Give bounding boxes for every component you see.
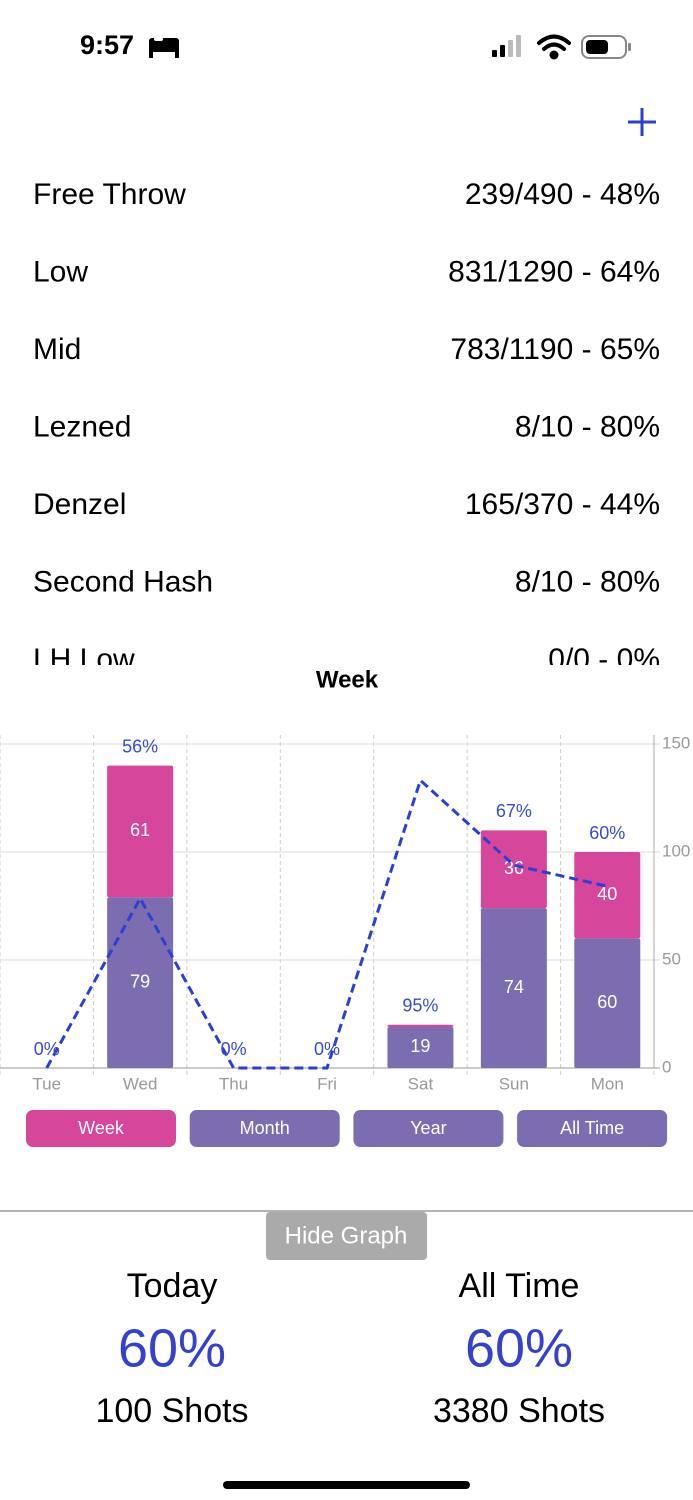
summary-shots: 3380 Shots <box>433 1392 605 1430</box>
status-time: 9:57 <box>80 30 134 60</box>
x-tick-label: Wed <box>123 1074 158 1093</box>
bar-value-label: 40 <box>597 884 617 904</box>
summary-shots: 100 Shots <box>95 1392 248 1430</box>
bar-segment <box>480 908 547 1068</box>
line-value-label: 95% <box>402 996 438 1016</box>
shot-stats: 165/370 - 44% <box>465 488 660 521</box>
range-button[interactable] <box>26 1110 176 1147</box>
summary-label: All Time <box>459 1267 580 1305</box>
bar-value-label: 36 <box>504 858 524 878</box>
range-button-label: Week <box>78 1118 125 1138</box>
bar-segment <box>574 938 641 1068</box>
line <box>45 777 608 1070</box>
shot-name: Free Throw <box>33 178 186 211</box>
range-button[interactable] <box>517 1110 668 1147</box>
shot-name: Second Hash <box>33 565 213 598</box>
summary: Today 60% 100 Shots All Time 60% 3380 Shots <box>95 1267 605 1430</box>
chart: 0 50 100 150 79 19 74 60 61 36 40 0% 56% 0% 0% 95% 67% 60… <box>0 733 690 1093</box>
signal-icon <box>492 35 521 57</box>
bar-value-label: 19 <box>410 1036 430 1056</box>
x-tick-label: Sun <box>499 1074 529 1093</box>
shot-stats: 0/0 - 0% <box>548 643 660 676</box>
wifi-icon <box>537 34 571 60</box>
shot-name: Mid <box>33 333 81 366</box>
chart-title: Week <box>316 666 379 693</box>
x-tick-label: Tue <box>32 1074 61 1093</box>
range-button-label: Month <box>240 1118 290 1138</box>
summary-percent: 60% <box>118 1318 226 1378</box>
bar-value-label: 74 <box>504 977 524 997</box>
range-button[interactable] <box>189 1110 340 1147</box>
line-value-label: 0% <box>221 1039 247 1059</box>
bar-value-label: 79 <box>130 971 150 991</box>
shot-name: Lezned <box>33 410 131 443</box>
shot-list: Free Throw 239/490 - 48% Low 831/1290 - 64%… <box>33 178 660 676</box>
y-tick-label: 150 <box>662 733 690 752</box>
y-tick-label: 50 <box>662 949 681 968</box>
line-value-label: 60% <box>589 823 625 843</box>
x-tick-label: Sat <box>408 1074 434 1093</box>
range-button-label: All Time <box>560 1118 624 1138</box>
shot-stats: 783/1190 - 65% <box>450 333 660 366</box>
line-value-label: 67% <box>496 801 532 821</box>
shot-name: Low <box>33 255 88 288</box>
bar-segment <box>107 765 174 898</box>
add-button[interactable] <box>628 108 656 136</box>
y-tick-label: 0 <box>662 1057 671 1076</box>
x-tick-label: Fri <box>317 1074 337 1093</box>
shot-stats: 831/1290 - 64% <box>448 255 660 288</box>
shot-name: LH Low <box>33 643 135 676</box>
battery-icon <box>581 35 631 59</box>
shot-name: Denzel <box>33 488 126 521</box>
hide-graph-label: Hide Graph <box>285 1222 408 1249</box>
shot-stats: 8/10 - 80% <box>515 565 660 598</box>
summary-percent: 60% <box>465 1318 573 1378</box>
range-button-label: Year <box>410 1118 446 1138</box>
sleep-icon <box>149 34 179 58</box>
line-value-label: 0% <box>314 1039 340 1059</box>
home-indicator <box>223 1481 470 1489</box>
y-tick-label: 100 <box>662 841 690 860</box>
bar-segment <box>107 897 174 1068</box>
bar-segment <box>574 852 641 939</box>
x-tick-label: Mon <box>591 1074 624 1093</box>
x-tick-label: Thu <box>219 1074 248 1093</box>
shot-stats: 239/490 - 48% <box>465 178 660 211</box>
range-button[interactable] <box>353 1110 504 1147</box>
bar-segment <box>387 1026 454 1068</box>
hide-graph-button[interactable] <box>266 1212 427 1260</box>
bar-segment <box>387 1024 454 1027</box>
bar-value-label: 61 <box>130 820 150 840</box>
shot-stats: 8/10 - 80% <box>515 410 660 443</box>
line-value-label: 0% <box>34 1039 60 1059</box>
range-buttons: Week Month Year All Time <box>26 1110 668 1147</box>
line-value-label: 56% <box>122 736 158 756</box>
summary-label: Today <box>127 1267 218 1305</box>
bar-value-label: 60 <box>597 992 617 1012</box>
